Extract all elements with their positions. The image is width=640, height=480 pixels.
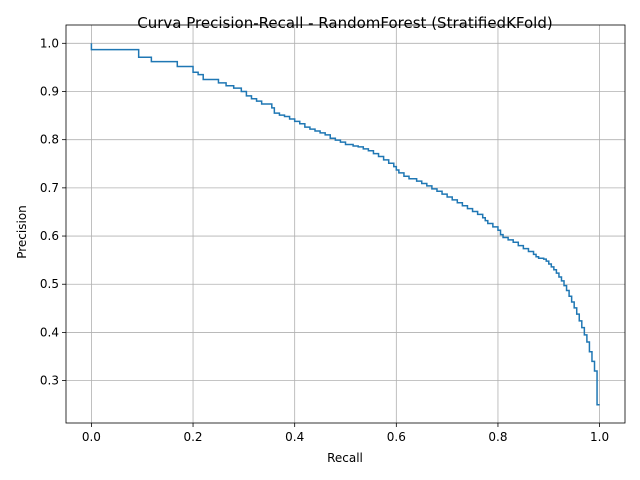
grid bbox=[66, 25, 625, 423]
plot-frame bbox=[65, 24, 626, 424]
y-tick-label: 0.4 bbox=[40, 325, 59, 339]
y-tick-label: 1.0 bbox=[40, 36, 59, 50]
x-tick-label: 0.2 bbox=[183, 430, 202, 444]
y-tick-label: 0.3 bbox=[40, 374, 59, 388]
y-tick-label: 0.9 bbox=[40, 84, 59, 98]
y-tick-label: 0.7 bbox=[40, 181, 59, 195]
y-tick-label: 0.5 bbox=[40, 277, 59, 291]
series-line-pr-curve bbox=[90, 43, 600, 406]
x-tick-label: 0.6 bbox=[387, 430, 406, 444]
y-tick-label: 0.8 bbox=[40, 133, 59, 147]
chart-title: Curva Precision-Recall - RandomForest (S… bbox=[137, 14, 552, 32]
x-tick-label: 0.4 bbox=[285, 430, 304, 444]
x-tick-label: 0.0 bbox=[82, 430, 101, 444]
x-tick-label: 1.0 bbox=[590, 430, 609, 444]
y-tick-label: 0.6 bbox=[40, 229, 59, 243]
x-tick-label: 0.8 bbox=[488, 430, 507, 444]
axis-ticks: 0.0 0.2 0.4 0.6 0.8 1.0 0.3 0.4 0.5 0.6 0.7 0.8 0.9 1… bbox=[40, 36, 609, 444]
x-axis-label: Recall bbox=[327, 451, 363, 465]
y-axis-label: Precision bbox=[15, 205, 29, 259]
